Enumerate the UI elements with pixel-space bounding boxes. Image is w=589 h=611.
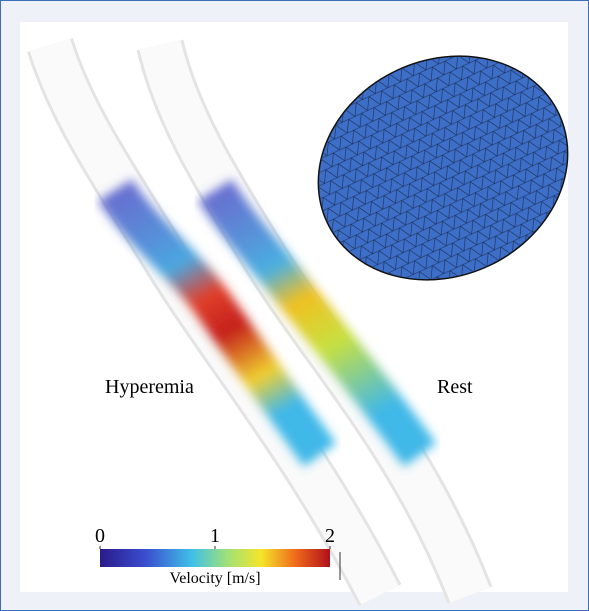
colorbar-label: Velocity [m/s] [169,570,260,587]
tick-label: 0 [95,525,105,547]
tick-label: 1 [210,525,220,547]
page: {"labels": {"left": "Hyperemia", "right"… [0,0,589,611]
tick-label: 2 [325,525,335,547]
figure: Hyperemia Rest Velocity [m/s] 0 1 2 [0,0,589,611]
label-hyperemia: Hyperemia [105,376,194,398]
colorbar [100,549,330,567]
label-rest: Rest [437,376,473,398]
